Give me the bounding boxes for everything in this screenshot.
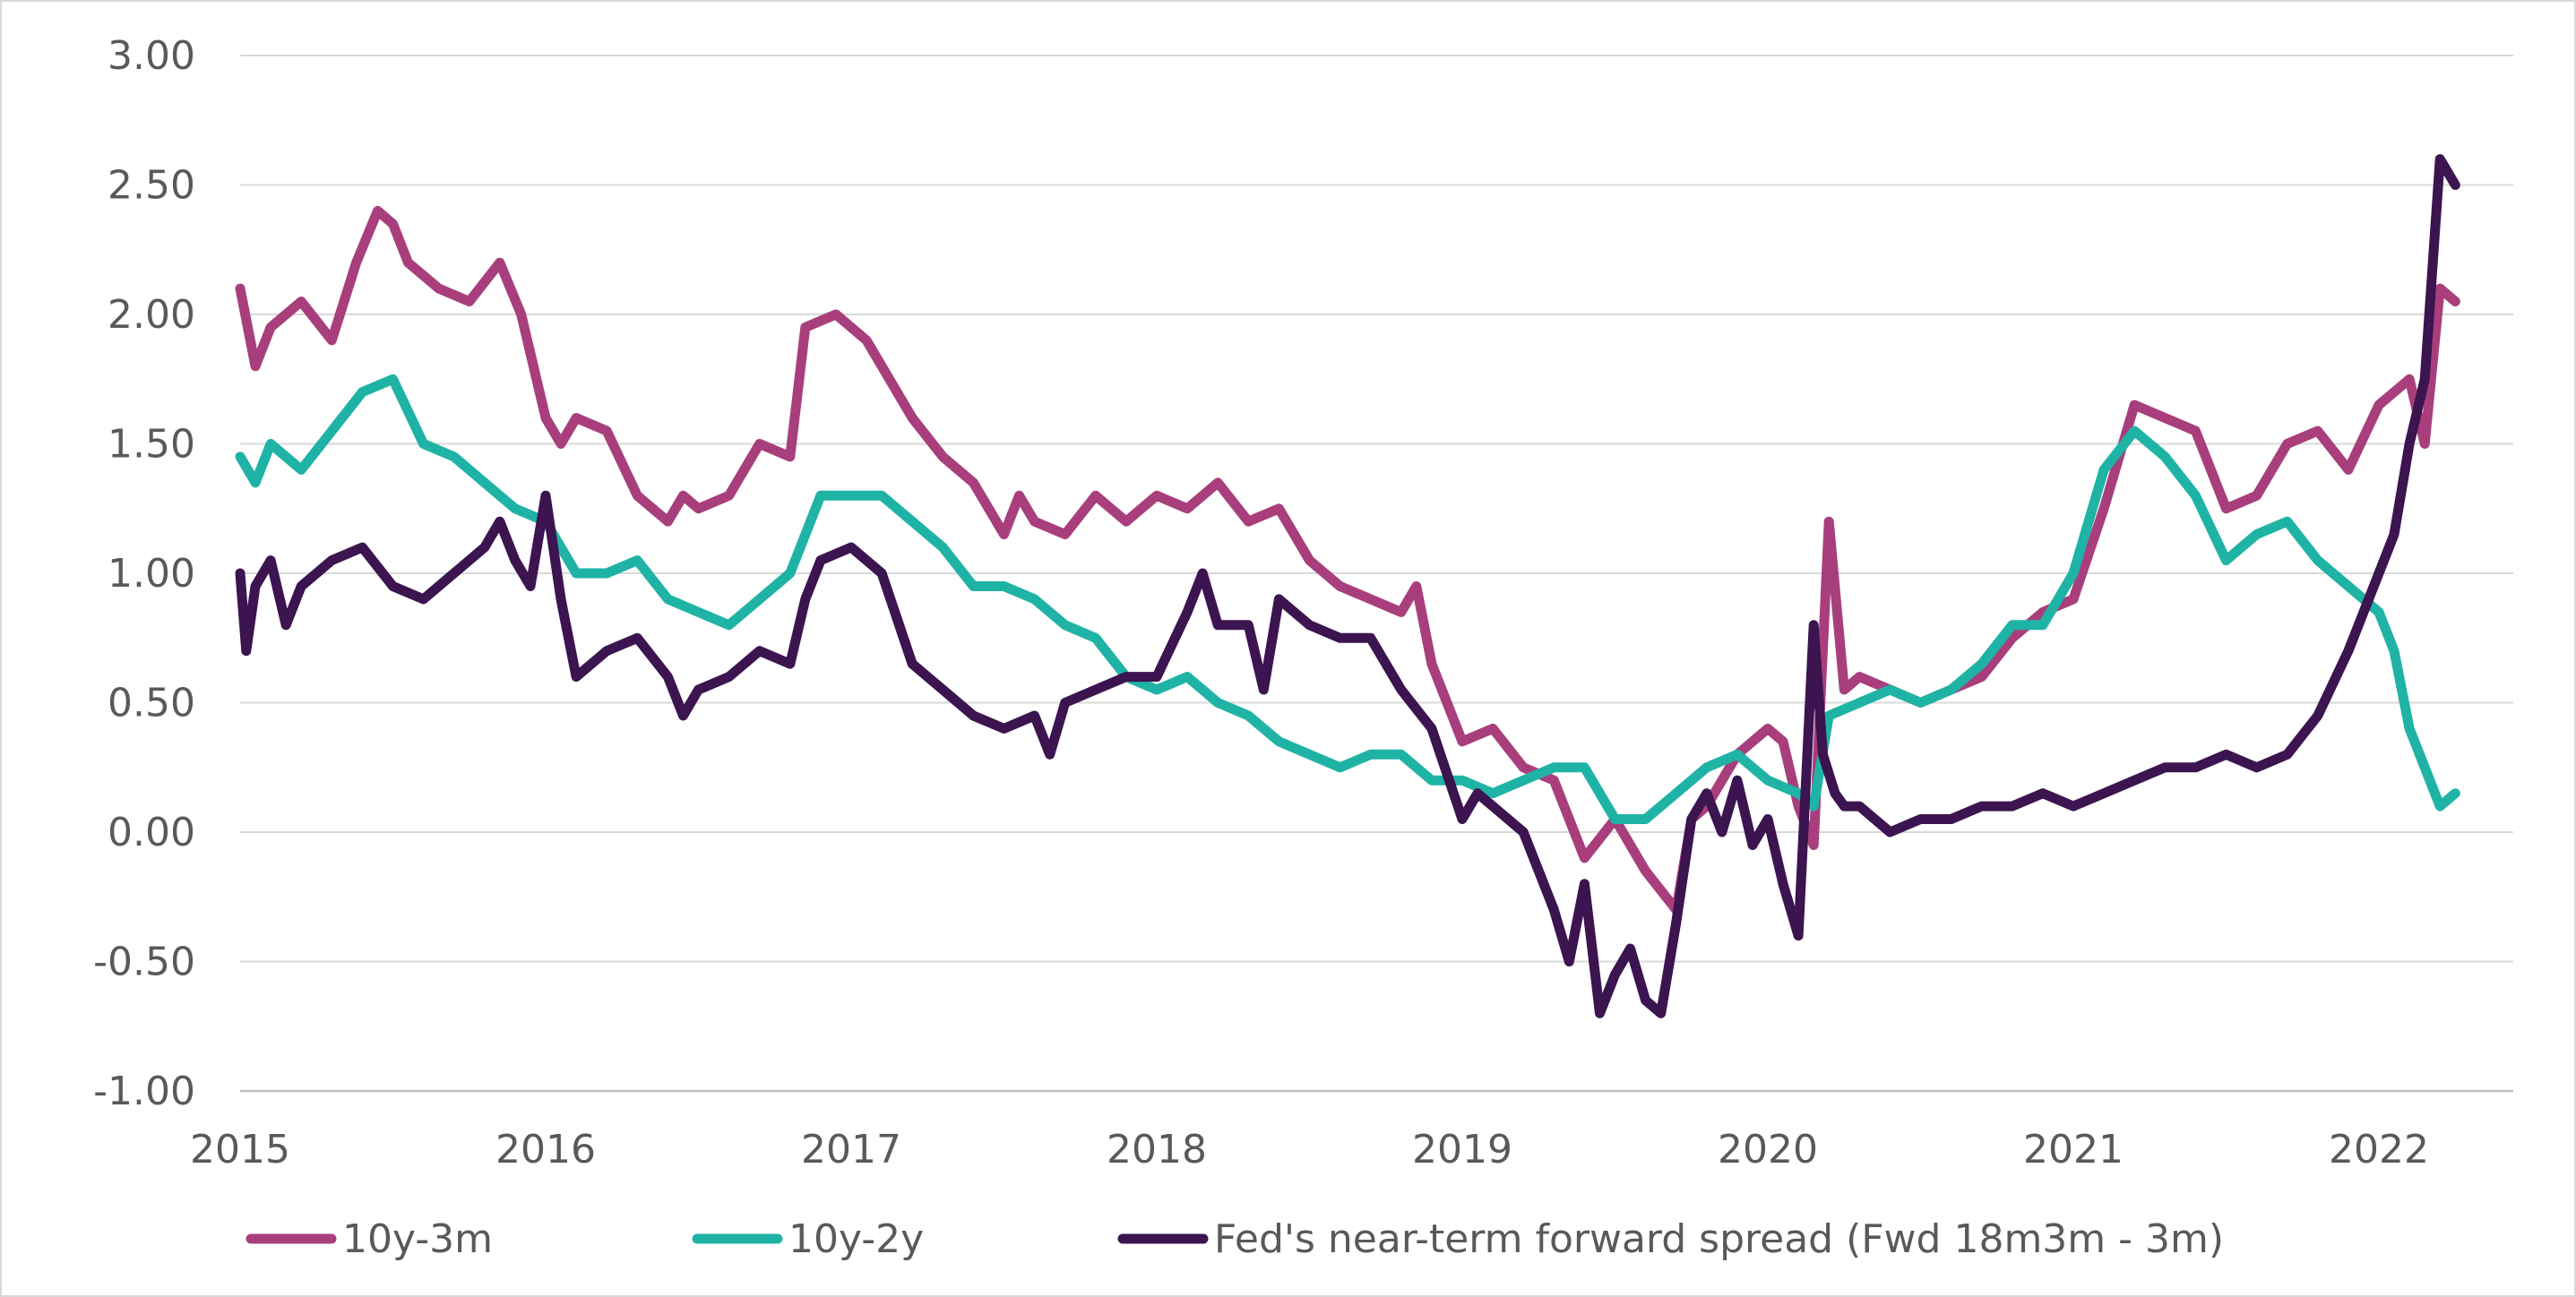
series-line-1 <box>235 374 2460 824</box>
y-tick-label: 2.00 <box>108 292 195 338</box>
y-tick-label: 1.00 <box>108 551 195 597</box>
x-tick-label: 2015 <box>190 1127 290 1172</box>
y-tick-label: 3.00 <box>108 33 195 79</box>
series-line-2 <box>235 154 2460 1018</box>
y-tick-label: -0.50 <box>93 940 195 985</box>
legend: 10y-3m 10y-2y Fed's near-term forward spre… <box>246 1216 2224 1262</box>
y-tick-label: -1.00 <box>93 1069 195 1114</box>
y-axis-ticks: 3.00 2.50 2.00 1.50 1.00 0.50 0.00 -0.50 -1.00 <box>93 33 195 1114</box>
y-tick-label: 0.50 <box>108 681 195 726</box>
x-axis-ticks: 2015 2016 2017 2018 2019 2020 2021 2022 <box>190 1127 2429 1172</box>
x-tick-label: 2017 <box>801 1127 901 1172</box>
legend-label: 10y-2y <box>788 1216 924 1262</box>
legend-label: Fed's near-term forward spread (Fwd 18m3… <box>1214 1216 2224 1262</box>
x-tick-label: 2020 <box>1718 1127 1818 1172</box>
x-tick-label: 2022 <box>2329 1127 2429 1172</box>
y-tick-label: 0.00 <box>108 810 195 855</box>
y-tick-label: 2.50 <box>108 163 195 209</box>
x-tick-label: 2018 <box>1107 1127 1207 1172</box>
y-tick-label: 1.50 <box>108 422 195 468</box>
legend-label: 10y-3m <box>342 1216 493 1262</box>
x-tick-label: 2016 <box>495 1127 596 1172</box>
gridlines <box>240 55 2513 1093</box>
x-tick-label: 2019 <box>1412 1127 1512 1172</box>
x-tick-label: 2021 <box>2023 1127 2124 1172</box>
series-lines <box>235 154 2460 1018</box>
